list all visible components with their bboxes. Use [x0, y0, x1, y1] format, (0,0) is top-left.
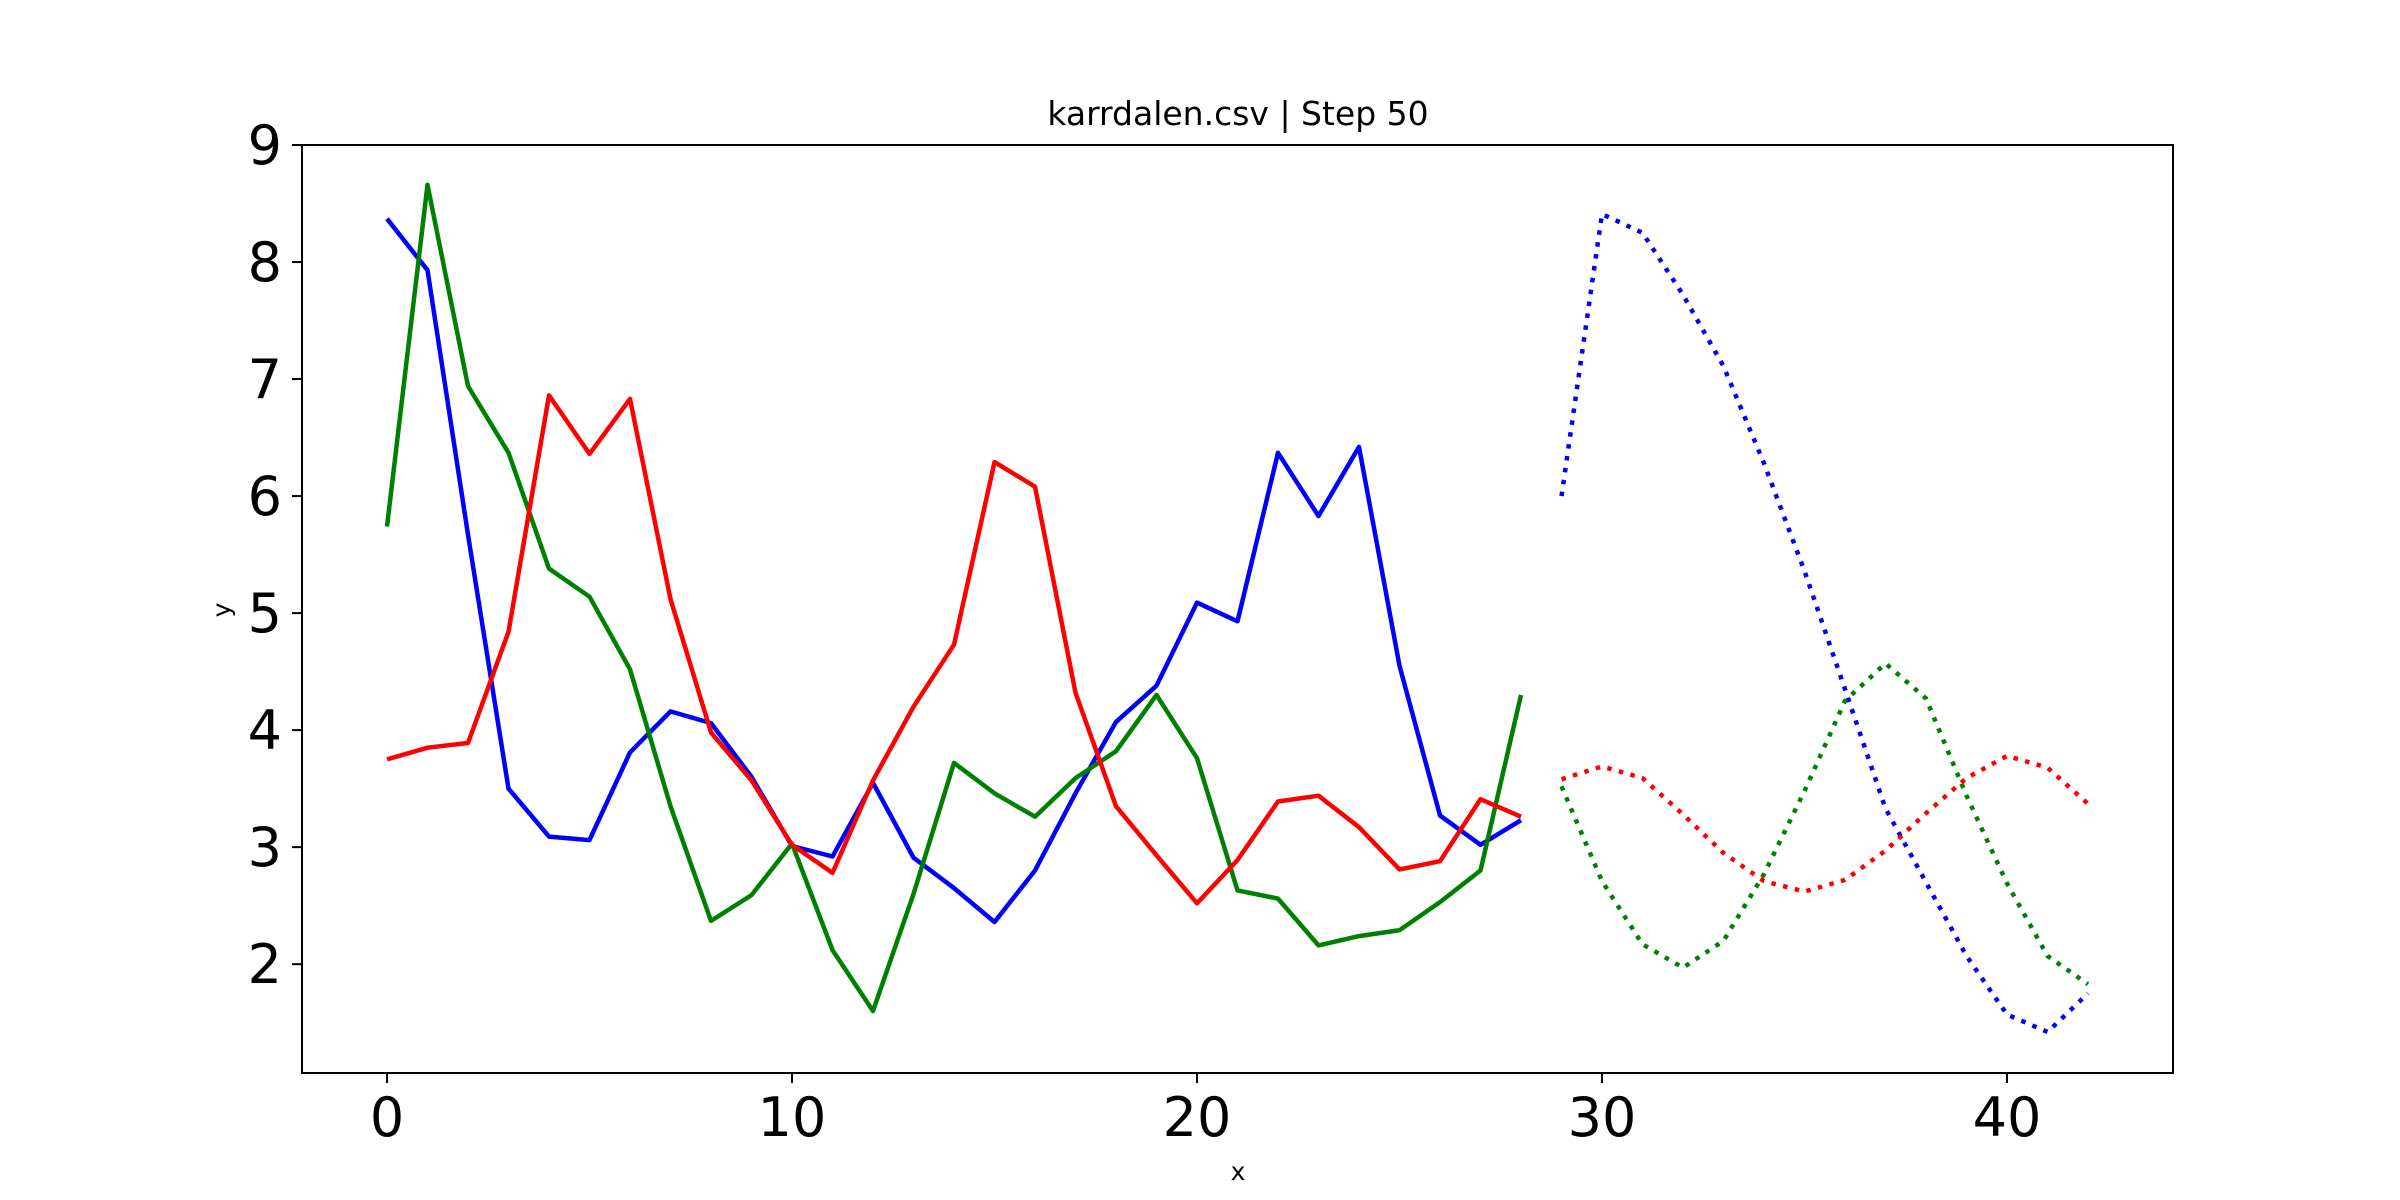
y-tick-label: 7: [248, 348, 282, 411]
y-axis-label: y: [207, 602, 236, 617]
series-line-3: [386, 393, 1522, 906]
x-tick-label: 0: [370, 1086, 404, 1149]
series-line-4: [1559, 211, 2090, 1035]
chart-title: karrdalen.csv | Step 50: [1047, 94, 1428, 133]
y-tick-label: 9: [248, 114, 282, 177]
y-tick-label: 8: [248, 231, 282, 294]
x-axis-label: x: [1231, 1157, 1246, 1186]
y-tick-label: 3: [248, 816, 282, 879]
y-tick-label: 5: [248, 582, 282, 645]
x-tick-label: 40: [1973, 1086, 2042, 1149]
y-tick-label: 6: [248, 465, 282, 528]
x-tick-label: 20: [1163, 1086, 1232, 1149]
y-tick-label: 2: [248, 933, 282, 996]
series-line-1: [385, 217, 1523, 925]
x-tick-label: 30: [1568, 1086, 1637, 1149]
plot-frame: [301, 144, 2174, 1074]
series-line-6: [1560, 753, 2090, 894]
plot-area: 0 10 20 30 40 2 3 4 5 6 7 8 9: [248, 114, 2174, 1149]
x-tick-label: 10: [758, 1086, 827, 1149]
y-tick-label: 4: [248, 699, 282, 762]
series-line-5: [1559, 661, 2090, 986]
series-line-2: [384, 182, 1524, 1014]
